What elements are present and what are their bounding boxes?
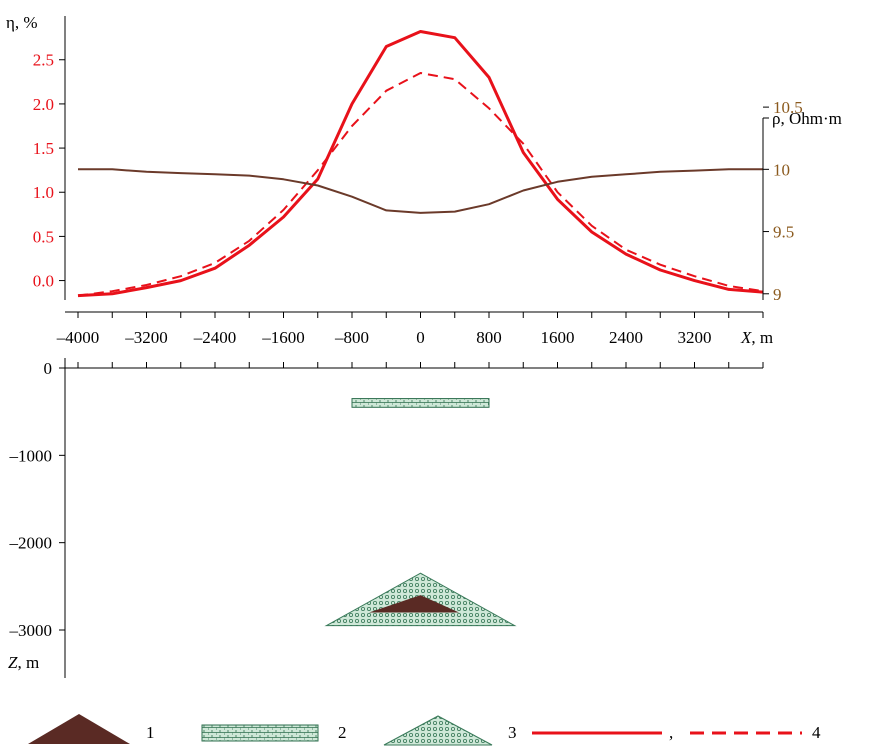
legend-layer-swatch (201, 724, 319, 742)
x-axis-tick-label: 3200 (678, 328, 712, 347)
left-axis-tick-label: 0.5 (33, 227, 54, 246)
left-axis-tick-label: 2.5 (33, 51, 54, 70)
right-axis-tick-label: 9 (773, 285, 782, 304)
legend-label-2: 2 (338, 723, 347, 742)
right-axis-tick-label: 9.5 (773, 223, 794, 242)
x-axis-tick-label: –3200 (124, 328, 168, 347)
x-axis-tick-label: –800 (334, 328, 369, 347)
legend: 1 2 3 , 4 (28, 714, 821, 746)
dark-triangle-body (369, 595, 460, 613)
x-axis-tick-label: 2400 (609, 328, 643, 347)
eta-solid-series-line (77, 30, 764, 298)
left-axis-tick-label: 1.5 (33, 139, 54, 158)
right-axis-tick-label: 10 (773, 160, 790, 179)
legend-dark-triangle-swatch (28, 714, 130, 744)
legend-label-1: 1 (146, 723, 155, 742)
legend-label-3: 3 (508, 723, 517, 742)
left-axis-tick-label: 1.0 (33, 183, 54, 202)
x-axis-title: X, m (740, 328, 773, 347)
z-axis-tick-label: –1000 (9, 446, 53, 465)
legend-label-4: 4 (812, 723, 821, 742)
z-axis-tick-label: 0 (44, 359, 53, 378)
rho-series-line (78, 168, 763, 214)
right-axis-tick-label: 10.5 (773, 98, 803, 117)
right-axis-title: ρ, Ohm·m (772, 109, 842, 128)
x-axis-tick-label: –2400 (193, 328, 237, 347)
legend-patterned-triangle-swatch (383, 715, 493, 746)
x-axis-tick-label: –1600 (261, 328, 305, 347)
legend-label-comma: , (669, 723, 673, 742)
z-axis-tick-label: –3000 (9, 621, 53, 640)
left-axis-tick-label: 2.0 (33, 95, 54, 114)
z-axis-tick-label: –2000 (9, 534, 53, 553)
left-axis-title: η, % (6, 13, 38, 32)
left-axis-tick-label: 0.0 (33, 272, 54, 291)
x-axis-tick-label: 0 (416, 328, 425, 347)
x-axis-tick-label: –4000 (56, 328, 100, 347)
x-axis-tick-label: 800 (476, 328, 502, 347)
z-axis-title: Z, m (8, 653, 39, 672)
eta-dashed-series-line (77, 72, 764, 297)
depth-section: 0 –1000 –2000 –3000 Z, m (8, 358, 764, 678)
x-axis-tick-label: 1600 (541, 328, 575, 347)
layer-body (351, 398, 490, 408)
eta-rho-profile-plot: 0.0 0.5 1.0 1.5 2.0 2.5 η, % 9 9.5 10 10.5ρ, Ohm·m… (6, 13, 842, 347)
